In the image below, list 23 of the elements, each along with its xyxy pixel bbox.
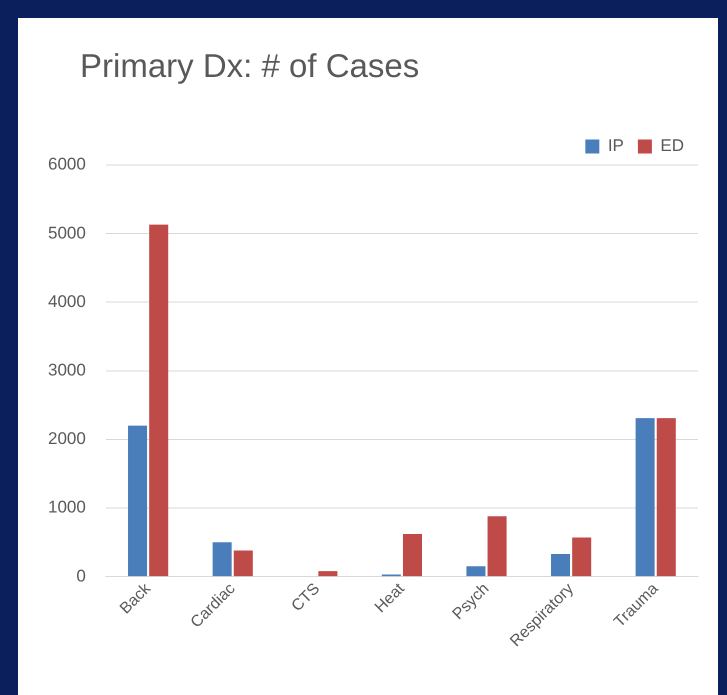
- legend-label: IP: [608, 136, 624, 156]
- x-tick-label: CTS: [288, 580, 324, 615]
- legend-label: ED: [660, 136, 684, 156]
- y-tick-label: 1000: [48, 498, 86, 517]
- bar: [234, 550, 253, 576]
- bar: [656, 418, 676, 576]
- y-tick-label: 4000: [48, 292, 86, 311]
- bar: [488, 516, 507, 576]
- y-tick-label: 6000: [48, 154, 86, 174]
- bar: [128, 426, 148, 576]
- bar: [572, 537, 592, 576]
- bar: [212, 542, 232, 576]
- bar: [636, 418, 655, 576]
- chart-title: Primary Dx: # of Cases: [79, 46, 420, 86]
- bar: [149, 224, 168, 576]
- y-tick-label: 0: [76, 566, 86, 586]
- bar: [551, 554, 570, 576]
- y-tick-label: 3000: [48, 360, 86, 380]
- y-tick-label: 2000: [48, 429, 86, 448]
- bar: [318, 571, 338, 576]
- bar: [402, 534, 422, 576]
- y-tick-label: 5000: [48, 223, 86, 242]
- bar: [466, 566, 486, 576]
